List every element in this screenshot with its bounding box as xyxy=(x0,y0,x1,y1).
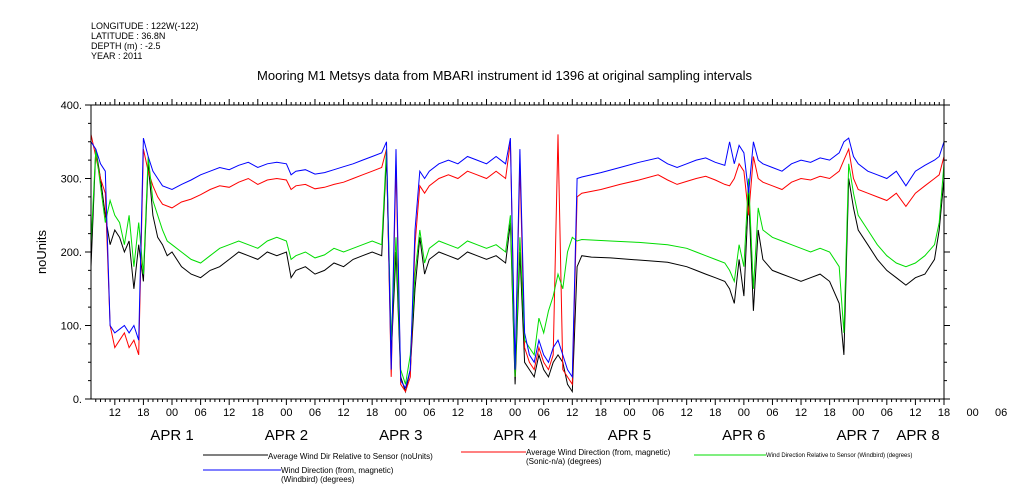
x-hour-label: 18 xyxy=(824,407,836,419)
year-label: YEAR : 2011 xyxy=(91,51,143,61)
x-hour-label: 06 xyxy=(309,407,321,419)
series-line-1 xyxy=(90,134,945,393)
y-axis: 0. 100. 200. 300. 400. xyxy=(61,100,950,406)
x-day-label: APR 1 xyxy=(150,427,193,444)
y-tick-label: 400. xyxy=(61,100,82,112)
x-hour-label: 06 xyxy=(194,407,206,419)
x-hour-label: 12 xyxy=(909,407,921,419)
x-hour-label: 12 xyxy=(795,407,807,419)
legend-label-green: Wind Direction Relative to Sensor (Windb… xyxy=(766,453,913,459)
x-hour-label: 06 xyxy=(538,407,550,419)
x-hour-label: 06 xyxy=(881,407,893,419)
x-hour-label: 00 xyxy=(509,407,521,419)
series-line-0 xyxy=(90,149,945,394)
x-hour-label: 00 xyxy=(166,407,178,419)
x-hour-label: 12 xyxy=(681,407,693,419)
x-hour-label: 00 xyxy=(623,407,635,419)
x-hour-label: 18 xyxy=(938,407,950,419)
y-axis-label: noUnits xyxy=(34,229,49,274)
x-day-label: APR 5 xyxy=(608,427,651,444)
x-day-label: APR 2 xyxy=(265,427,308,444)
chart-title: Mooring M1 Metsys data from MBARI instru… xyxy=(257,68,752,83)
x-hour-label: 12 xyxy=(452,407,464,419)
x-day-label: APR 8 xyxy=(896,427,939,444)
y-tick-label: 200. xyxy=(61,247,82,259)
x-hour-label: 12 xyxy=(337,407,349,419)
x-hour-label: 12 xyxy=(223,407,235,419)
x-day-label: APR 4 xyxy=(493,427,536,444)
x-hour-label: 18 xyxy=(137,407,149,419)
latitude-label: LATITUDE : 36.8N xyxy=(91,31,166,41)
legend xyxy=(203,451,766,471)
x-hour-label: 12 xyxy=(566,407,578,419)
y-tick-label: 0. xyxy=(73,394,82,406)
x-hour-label: 00 xyxy=(966,407,978,419)
x-hour-label: 06 xyxy=(995,407,1007,419)
x-hour-label: 18 xyxy=(252,407,264,419)
station-metadata: LONGITUDE : 122W(-122) LATITUDE : 36.8N … xyxy=(91,21,199,61)
x-hour-label: 06 xyxy=(423,407,435,419)
x-hour-label: 00 xyxy=(280,407,292,419)
plot-lines xyxy=(90,134,945,394)
legend-label-red: Average Wind Direction (from, magnetic) … xyxy=(526,448,671,466)
x-hour-label: 06 xyxy=(766,407,778,419)
legend-label-blue: Wind Direction (from, magnetic) (Windbir… xyxy=(281,466,394,484)
y-tick-label: 100. xyxy=(61,321,82,333)
longitude-label: LONGITUDE : 122W(-122) xyxy=(91,21,199,31)
x-hour-label: 00 xyxy=(852,407,864,419)
x-hour-label: 12 xyxy=(109,407,121,419)
x-hour-label: 18 xyxy=(366,407,378,419)
x-day-label: APR 7 xyxy=(837,427,880,444)
y-tick-label: 300. xyxy=(61,174,82,186)
x-hour-label: 06 xyxy=(652,407,664,419)
x-axis: 12 18 00 06 12 18 00 06 12 18 00 06 12 18 00 06 12 18 00 06… xyxy=(95,99,1007,444)
x-hour-label: 18 xyxy=(480,407,492,419)
x-hour-label: 18 xyxy=(595,407,607,419)
x-day-label: APR 3 xyxy=(379,427,422,444)
x-hour-label: 00 xyxy=(738,407,750,419)
depth-label: DEPTH (m) : -2.5 xyxy=(91,41,161,51)
legend-label-black: Average Wind Dir Relative to Sensor (noU… xyxy=(268,452,433,461)
x-hour-label: 00 xyxy=(395,407,407,419)
x-hour-label: 18 xyxy=(709,407,721,419)
x-day-label: APR 6 xyxy=(722,427,765,444)
series-line-3 xyxy=(90,137,945,390)
series-line-2 xyxy=(90,149,945,385)
